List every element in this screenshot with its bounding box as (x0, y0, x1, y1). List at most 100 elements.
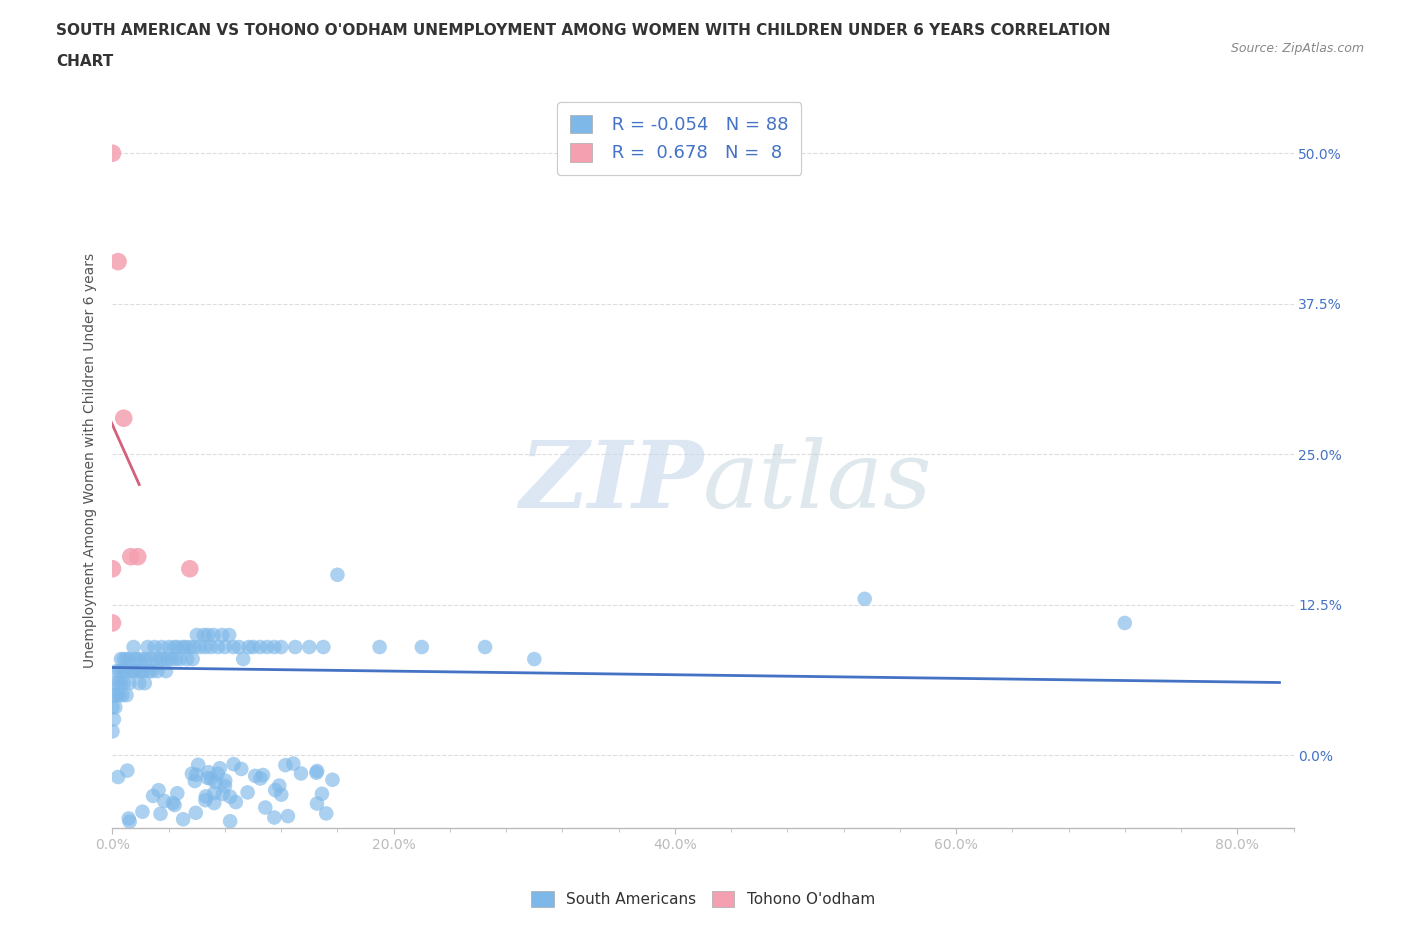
Point (143, 640, 166, 655)
Point (132, 664, 155, 679)
Point (263, 810, 285, 825)
Point (222, 640, 245, 655)
Point (321, 772, 343, 787)
Legend:  R = -0.054   N = 88,  R =  0.678   N =  8: R = -0.054 N = 88, R = 0.678 N = 8 (557, 102, 801, 175)
Point (214, 773, 236, 788)
Point (112, 676, 135, 691)
Point (283, 756, 305, 771)
Point (212, 787, 235, 802)
Point (236, 785, 259, 800)
Point (101, 146, 124, 161)
Point (172, 812, 194, 827)
Point (181, 652, 204, 667)
Point (207, 766, 229, 781)
Point (252, 767, 274, 782)
Point (179, 640, 201, 655)
Point (238, 640, 260, 655)
Text: Source: ZipAtlas.com: Source: ZipAtlas.com (1230, 42, 1364, 55)
Point (274, 758, 297, 773)
Point (176, 652, 198, 667)
Point (160, 652, 183, 667)
Point (284, 640, 307, 655)
Point (153, 793, 176, 808)
Point (172, 640, 194, 655)
Point (193, 628, 215, 643)
Point (128, 676, 150, 691)
Point (523, 652, 546, 667)
Point (131, 804, 153, 819)
Point (256, 640, 278, 655)
Point (207, 640, 229, 655)
Text: SOUTH AMERICAN VS TOHONO O'ODHAM UNEMPLOYMENT AMONG WOMEN WITH CHILDREN UNDER 6 : SOUTH AMERICAN VS TOHONO O'ODHAM UNEMPLO… (56, 23, 1111, 38)
Point (307, 764, 329, 778)
Point (120, 550, 142, 565)
Point (214, 778, 236, 793)
Point (277, 809, 299, 824)
Point (136, 640, 159, 655)
Text: atlas: atlas (703, 437, 932, 527)
Point (179, 562, 201, 577)
Point (131, 652, 153, 667)
Point (127, 550, 149, 565)
Point (112, 652, 135, 667)
Point (118, 814, 141, 829)
Point (166, 786, 188, 801)
Point (165, 652, 187, 667)
Point (245, 768, 267, 783)
Point (197, 628, 219, 643)
Point (232, 652, 254, 667)
Point (104, 676, 127, 691)
Point (111, 688, 134, 703)
Point (269, 778, 291, 793)
Point (194, 640, 217, 655)
Point (200, 640, 222, 655)
Point (156, 652, 179, 667)
Point (222, 757, 245, 772)
Point (315, 806, 337, 821)
Point (107, 254, 129, 269)
Point (219, 814, 242, 829)
Point (149, 806, 172, 821)
Point (163, 640, 186, 655)
Point (263, 640, 285, 655)
Point (101, 724, 124, 738)
Point (129, 664, 152, 679)
Point (188, 640, 211, 655)
Point (122, 640, 145, 655)
Point (204, 775, 226, 790)
Point (155, 664, 177, 679)
Point (218, 628, 240, 643)
Point (184, 805, 207, 820)
Point (114, 664, 136, 679)
Point (141, 664, 163, 679)
Point (135, 652, 157, 667)
Point (162, 796, 184, 811)
Point (138, 664, 160, 679)
Point (225, 795, 247, 810)
Point (124, 652, 146, 667)
Point (194, 789, 217, 804)
Point (105, 688, 128, 703)
Point (118, 811, 141, 826)
Point (104, 699, 127, 714)
Point (118, 652, 141, 667)
Point (214, 640, 236, 655)
Point (1114, 616, 1136, 631)
Point (208, 761, 231, 776)
Point (219, 790, 242, 804)
Point (249, 640, 271, 655)
Point (211, 628, 233, 643)
Point (411, 640, 433, 655)
Point (202, 796, 225, 811)
Point (187, 757, 209, 772)
Point (103, 688, 125, 703)
Point (148, 783, 170, 798)
Point (150, 640, 173, 655)
Point (202, 628, 225, 643)
Point (157, 640, 180, 655)
Point (101, 616, 124, 631)
Point (139, 652, 162, 667)
Point (197, 770, 219, 785)
Point (254, 800, 277, 815)
Point (163, 798, 186, 813)
